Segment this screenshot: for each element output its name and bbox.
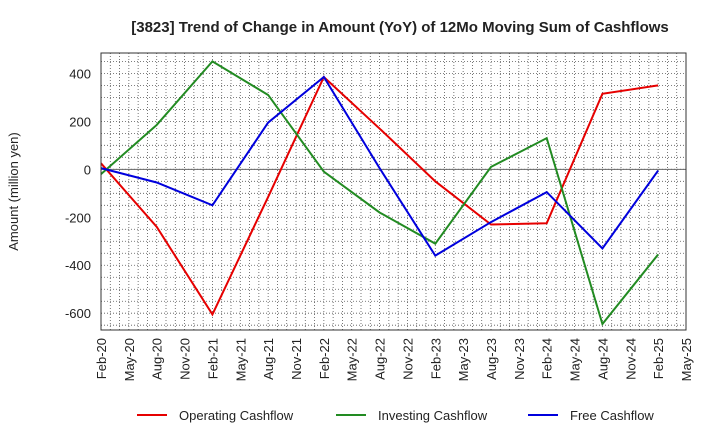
series-line-free-cashflow <box>100 75 659 258</box>
x-tick-label: Feb-25 <box>651 338 666 379</box>
x-tick-label: Feb-23 <box>428 338 443 379</box>
x-tick-label: Aug-20 <box>150 338 165 380</box>
x-tick-label: May-21 <box>233 338 248 381</box>
plot-frame <box>100 52 687 331</box>
legend-label-free-cashflow: Free Cashflow <box>570 408 654 423</box>
x-tick-label: Nov-21 <box>289 338 304 380</box>
x-tick-label: Feb-22 <box>317 338 332 379</box>
legend-label-investing-cashflow: Investing Cashflow <box>378 408 488 423</box>
x-tick-label: Aug-22 <box>373 338 388 380</box>
y-tick-label: -600 <box>65 306 91 321</box>
x-tick-label: Nov-20 <box>178 338 193 380</box>
y-tick-label: -200 <box>65 210 91 225</box>
x-tick-label: Nov-22 <box>400 338 415 380</box>
x-tick-label: Aug-23 <box>484 338 499 380</box>
y-axis-label: Amount (million yen) <box>6 132 21 251</box>
x-tick-label: Aug-24 <box>595 338 610 380</box>
series-line-investing-cashflow <box>100 60 659 327</box>
series-line-operating-cashflow <box>100 75 659 317</box>
y-tick-label: 200 <box>69 114 91 129</box>
legend-label-operating-cashflow: Operating Cashflow <box>179 408 294 423</box>
x-tick-label: Nov-24 <box>623 338 638 380</box>
x-tick-label: Feb-21 <box>205 338 220 379</box>
y-tick-labels: 400 200 0 -200 -400 -600 <box>65 66 91 321</box>
series-layer <box>100 60 659 327</box>
y-tick-label: 0 <box>84 162 91 177</box>
y-tick-label: -400 <box>65 258 91 273</box>
x-tick-label: May-23 <box>456 338 471 381</box>
x-tick-label: May-25 <box>679 338 694 381</box>
x-tick-label: May-24 <box>568 338 583 381</box>
x-tick-label: Aug-21 <box>261 338 276 380</box>
y-tick-label: 400 <box>69 66 91 81</box>
x-tick-label: Feb-20 <box>94 338 109 379</box>
x-tick-labels: Feb-20 May-20 Aug-20 Nov-20 Feb-21 May-21 Aug-… <box>94 338 694 381</box>
x-tick-label: Nov-23 <box>512 338 527 380</box>
x-tick-label: Feb-24 <box>540 338 555 379</box>
legend: Operating Cashflow Investing Cashflow Free… <box>137 408 654 423</box>
x-tick-label: May-20 <box>122 338 137 381</box>
x-tick-label: May-22 <box>345 338 360 381</box>
chart-title: [3823] Trend of Change in Amount (YoY) o… <box>131 19 669 36</box>
